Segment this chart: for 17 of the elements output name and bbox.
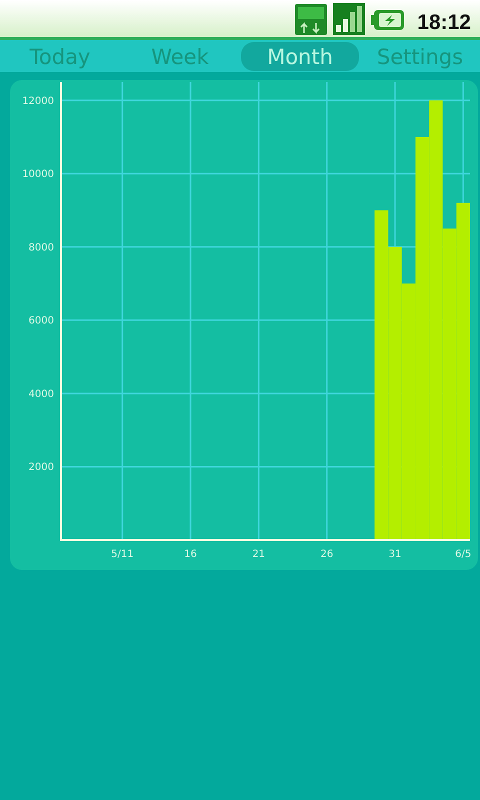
text: Week	[151, 45, 210, 69]
y-tick-label: 12000	[22, 96, 54, 107]
y-tick-label: 6000	[28, 316, 54, 327]
text: 18:12	[417, 11, 471, 34]
x-tick-label: 16	[184, 549, 197, 560]
text: Settings	[376, 45, 464, 69]
x-tick-label: 31	[388, 549, 402, 560]
y-tick-label: 10000	[22, 169, 54, 180]
y-tick-label: 2000	[28, 462, 54, 474]
y-tick-label: 8000	[28, 242, 54, 254]
x-tick-label: 6/5	[455, 549, 472, 560]
x-tick-label: 26	[320, 549, 334, 560]
text: Today	[28, 45, 90, 69]
x-tick-label: 21	[252, 549, 266, 560]
text: Month	[267, 45, 333, 69]
y-tick-label: 4000	[28, 388, 54, 400]
x-tick-label: 5/11	[111, 549, 134, 560]
